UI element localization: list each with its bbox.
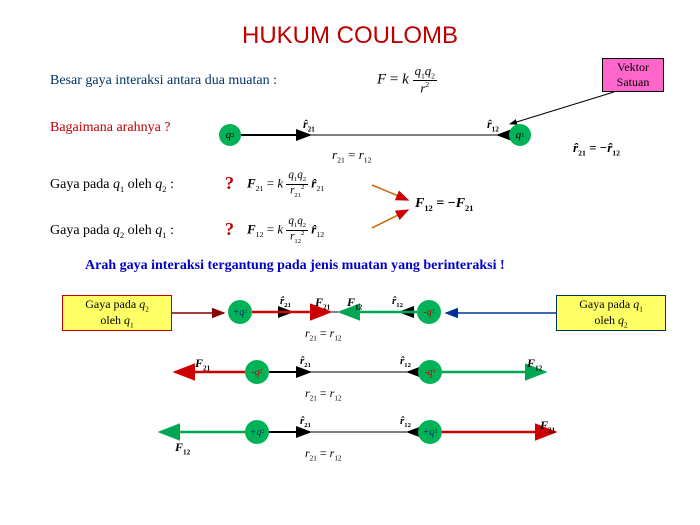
diag1-r21-label: r̂21 [303,117,315,133]
diag2-r21: r̂21 [280,295,291,309]
conclusion-text: Arah gaya interaksi tergantung pada jeni… [85,258,505,274]
diag2-charge-q2: +q2 [228,300,252,324]
box-gaya-q2: Gaya pada q2 oleh q1 [62,295,172,331]
text-bagaimana: Bagaimana arahnya ? [50,120,171,136]
diag3-charge-q2: -q2 [245,360,269,384]
diag4-charge-q2: +q2 [245,420,269,444]
formula-main: F = k q1q2r2 [377,65,437,95]
diag2-r12: r̂12 [392,295,403,309]
diag2-charge-q1: -q1 [417,300,441,324]
formula-feq: F12 = −F21 [415,196,473,213]
diag1-charge-q1: q1 [509,124,531,146]
diag3-r21: r̂21 [300,355,311,369]
diag4-r21: r̂21 [300,415,311,429]
page-title: HUKUM COULOMB [0,22,700,50]
diag3-f21l: F21 [195,356,210,372]
vektor-satuan-box: Vektor Satuan [602,58,664,92]
diag4-r12: r̂12 [400,415,411,429]
vektor-line1: Vektor [617,60,649,75]
diag4-f12l: F12 [175,440,190,456]
formula-f12: F12 = k q1q2r122 r̂12 [247,216,324,245]
vektor-line2: Satuan [617,75,650,90]
diag3-r12: r̂12 [400,355,411,369]
box-gaya-q1: Gaya pada q1 oleh q2 [556,295,666,331]
diag4-req: r21 = r12 [305,446,342,462]
text-gaya-q1: Gaya pada q1 oleh q2 : [50,177,174,194]
diag2-req: r21 = r12 [305,326,342,342]
diag3-req: r21 = r12 [305,386,342,402]
diag3-charge-q1: -q1 [418,360,442,384]
diag2-f21: F21 [315,295,330,311]
question-mark-2: ? [225,219,234,240]
diag2-f12: F12 [347,295,362,311]
question-mark-1: ? [225,173,234,194]
diag4-charge-q1: +q1 [418,420,442,444]
text-gaya-q2: Gaya pada q2 oleh q1 : [50,223,174,240]
formula-f21: F21 = k q1q2r212 r̂21 [247,170,324,199]
diag3-f12r: F12 [527,356,542,372]
diag4-f21r: F21 [540,418,555,434]
formula-rhat-eq: r̂21 = −r̂12 [573,140,620,158]
text-besar-gaya: Besar gaya interaksi antara dua muatan : [50,73,277,89]
diag1-charge-q2: q2 [219,124,241,146]
formula-r-eq: r21 = r12 [332,147,372,165]
diag1-r12-label: r̂12 [487,117,499,133]
